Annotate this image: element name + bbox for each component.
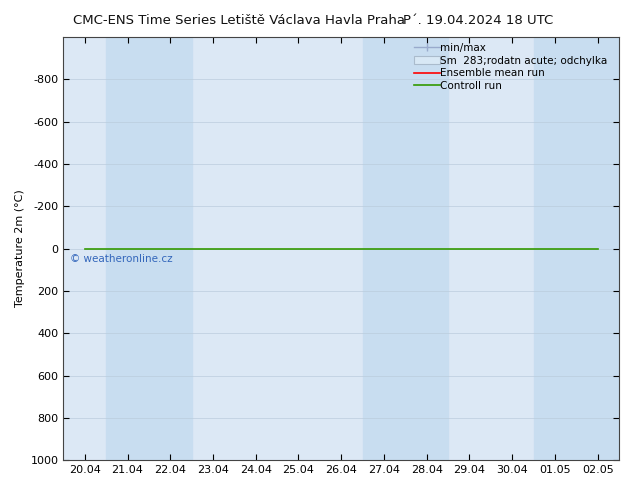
Bar [363,37,448,460]
Bar [106,37,191,460]
Legend: min/max, Sm  283;rodatn acute; odchylka, Ensemble mean run, Controll run: min/max, Sm 283;rodatn acute; odchylka, … [414,43,612,91]
Y-axis label: Temperature 2m (°C): Temperature 2m (°C) [15,190,25,307]
Text: P´. 19.04.2024 18 UTC: P´. 19.04.2024 18 UTC [403,14,553,27]
Text: CMC-ENS Time Series Letiště Václava Havla Praha: CMC-ENS Time Series Letiště Václava Havl… [73,14,405,27]
Bar [534,37,619,460]
Text: © weatheronline.cz: © weatheronline.cz [70,254,172,264]
